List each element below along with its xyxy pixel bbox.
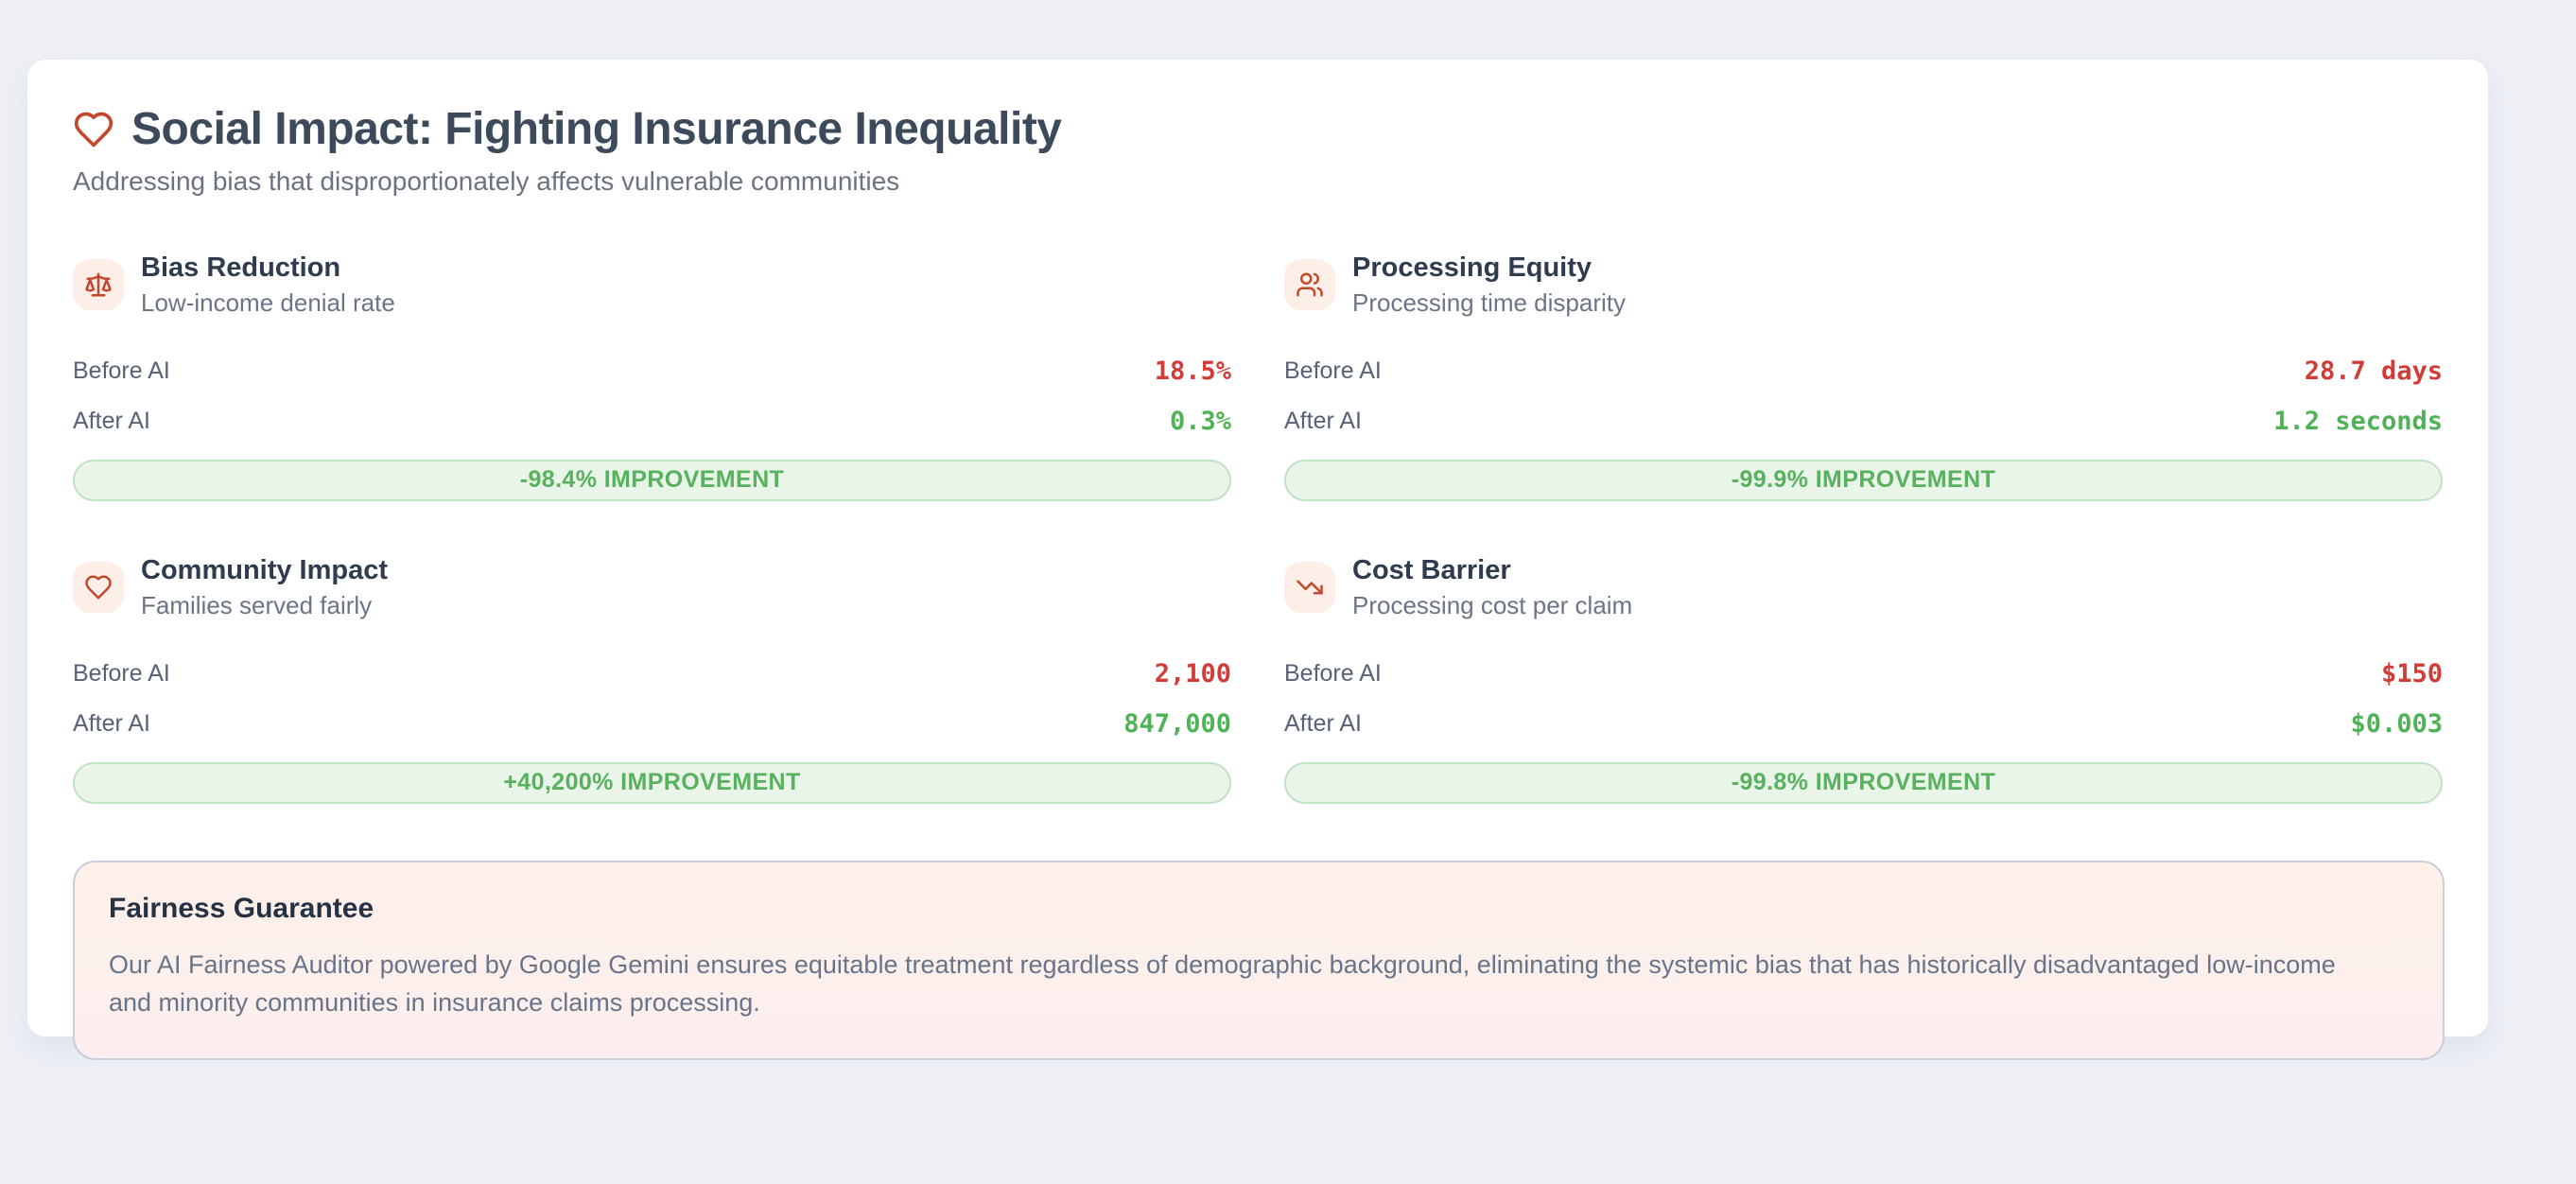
metric-header: Bias Reduction Low-income denial rate [73, 252, 1231, 318]
fairness-title: Fairness Guarantee [109, 892, 374, 924]
metric-card-bias-reduction: Bias Reduction Low-income denial rate Be… [73, 252, 1231, 501]
metric-title: Bias Reduction [141, 252, 341, 283]
metric-title: Processing Equity [1352, 252, 1593, 283]
before-ai-row: Before AI 2,100 [73, 649, 1231, 699]
metric-header: Cost Barrier Processing cost per claim [1284, 554, 2443, 620]
before-ai-label: Before AI [73, 659, 170, 687]
metric-rows: Before AI 28.7 days After AI 1.2 seconds [1284, 346, 2443, 446]
after-ai-label: After AI [73, 709, 150, 737]
heart-icon [73, 561, 124, 613]
before-ai-row: Before AI 18.5% [73, 346, 1231, 396]
improvement-badge: -99.9% IMPROVEMENT [1284, 459, 2443, 501]
after-ai-row: After AI 847,000 [73, 699, 1231, 749]
trending-down-icon [1284, 561, 1335, 613]
before-ai-label: Before AI [1284, 659, 1382, 687]
after-ai-label: After AI [1284, 407, 1362, 434]
improvement-badge: -99.8% IMPROVEMENT [1284, 761, 2443, 804]
metric-subtitle: Processing time disparity [1352, 287, 1626, 317]
after-ai-value: 847,000 [1123, 708, 1231, 739]
social-impact-panel: Social Impact: Fighting Insurance Inequa… [26, 59, 2489, 1060]
after-ai-label: After AI [1284, 709, 1362, 737]
after-ai-value: $0.003 [2350, 708, 2443, 739]
after-ai-label: After AI [73, 407, 150, 434]
improvement-badge: +40,200% IMPROVEMENT [73, 761, 1231, 804]
metric-card-processing-equity: Processing Equity Processing time dispar… [1284, 252, 2443, 501]
before-ai-label: Before AI [1284, 357, 1382, 384]
scale-icon [73, 258, 124, 310]
metric-header: Community Impact Families served fairly [73, 554, 1231, 620]
after-ai-row: After AI 0.3% [73, 396, 1231, 446]
metric-card-community-impact: Community Impact Families served fairly … [73, 554, 1231, 804]
before-ai-value: 18.5% [1154, 356, 1231, 386]
heart-icon [73, 109, 114, 150]
after-ai-row: After AI $0.003 [1284, 699, 2443, 749]
before-ai-value: 28.7 days [2304, 356, 2443, 386]
page-subtitle: Addressing bias that disproportionately … [73, 166, 900, 196]
metric-title: Community Impact [141, 554, 389, 585]
metric-subtitle: Processing cost per claim [1352, 590, 1633, 619]
fairness-body: Our AI Fairness Auditor powered by Googl… [109, 949, 2336, 1018]
users-icon [1284, 258, 1335, 310]
after-ai-row: After AI 1.2 seconds [1284, 396, 2443, 446]
metric-subtitle: Low-income denial rate [141, 287, 395, 317]
before-ai-row: Before AI 28.7 days [1284, 346, 2443, 396]
before-ai-row: Before AI $150 [1284, 649, 2443, 699]
after-ai-value: 0.3% [1169, 406, 1231, 436]
before-ai-label: Before AI [73, 357, 170, 384]
metric-header: Processing Equity Processing time dispar… [1284, 252, 2443, 318]
metric-rows: Before AI $150 After AI $0.003 [1284, 649, 2443, 749]
page-title: Social Impact: Fighting Insurance Inequa… [131, 104, 1062, 154]
metric-subtitle: Families served fairly [141, 590, 373, 619]
metric-card-cost-barrier: Cost Barrier Processing cost per claim B… [1284, 554, 2443, 804]
fairness-guarantee-box: Fairness Guarantee Our AI Fairness Audit… [73, 860, 2445, 1060]
metric-rows: Before AI 18.5% After AI 0.3% [73, 346, 1231, 446]
after-ai-value: 1.2 seconds [2273, 406, 2443, 436]
metrics-grid: Bias Reduction Low-income denial rate Be… [73, 252, 2443, 804]
improvement-badge: -98.4% IMPROVEMENT [73, 459, 1231, 501]
panel-header: Social Impact: Fighting Insurance Inequa… [73, 103, 2443, 155]
metric-rows: Before AI 2,100 After AI 847,000 [73, 649, 1231, 749]
before-ai-value: 2,100 [1154, 658, 1231, 688]
metric-title: Cost Barrier [1352, 554, 1511, 585]
before-ai-value: $150 [2380, 658, 2443, 688]
